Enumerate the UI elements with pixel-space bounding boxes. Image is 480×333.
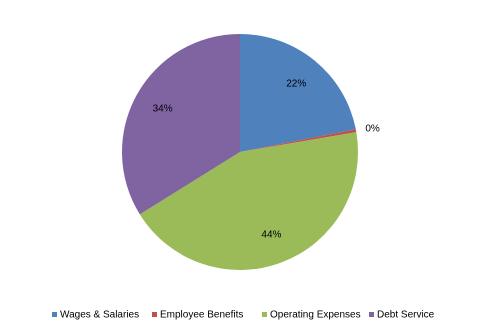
data-label: 0% (365, 124, 380, 135)
pie-slice (240, 34, 356, 152)
legend-label: Debt Service (377, 310, 435, 321)
data-label: 22% (286, 78, 306, 89)
legend-marker (52, 312, 57, 317)
pie-slice (121, 33, 240, 215)
legend-label: Operating Expenses (270, 310, 361, 321)
legend-marker (369, 312, 374, 317)
data-label: 44% (261, 229, 281, 240)
legend-marker (262, 312, 267, 317)
legend-label: Employee Benefits (160, 310, 243, 321)
legend-label: Wages & Salaries (60, 310, 139, 321)
legend-marker (152, 312, 157, 317)
pie-slice (139, 132, 358, 270)
data-label: 34% (153, 104, 173, 115)
pie-slice (240, 129, 357, 152)
